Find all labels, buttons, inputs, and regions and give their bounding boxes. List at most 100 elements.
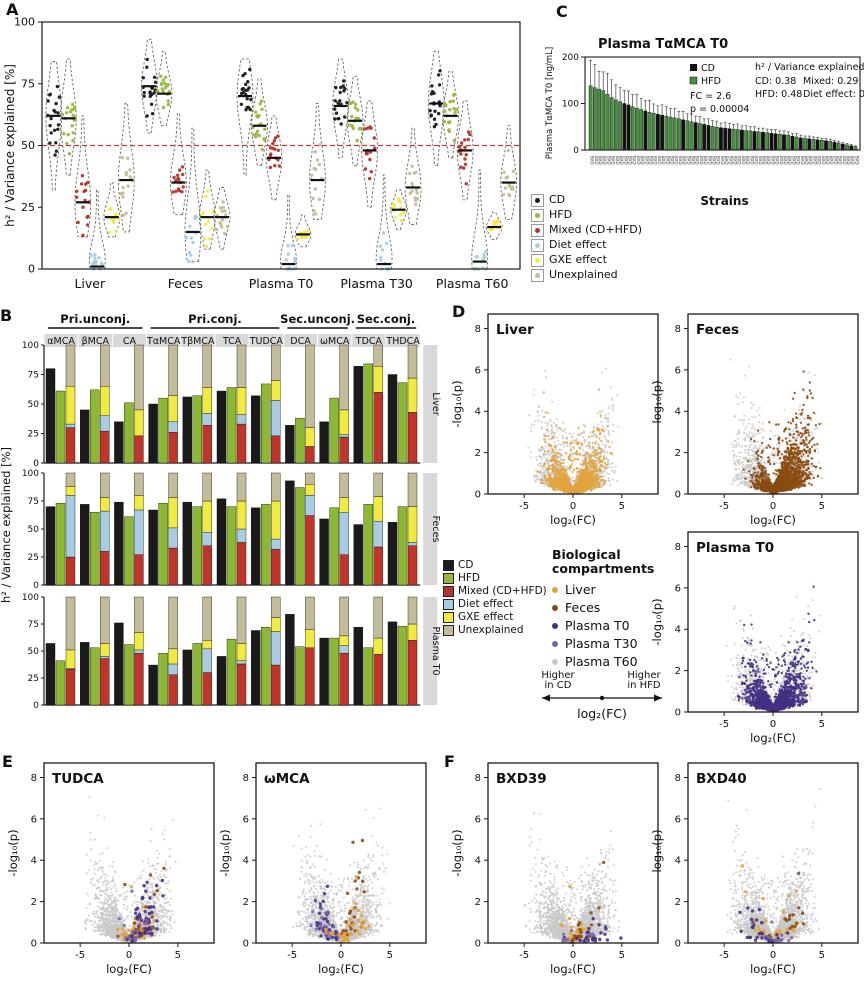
svg-text:BXD: BXD (707, 156, 712, 165)
legend-swatch-icon (443, 625, 454, 636)
panel-b-components-legend: CD HFD Mixed (CD+HFD) Diet effect GXE effect… (443, 560, 547, 638)
legend-item: CD (443, 560, 547, 571)
svg-text:BXD: BXD (657, 156, 662, 165)
legend-dot-icon (552, 658, 558, 665)
svg-text:BXD: BXD (720, 156, 725, 165)
svg-text:BXD: BXD (674, 156, 679, 165)
legend-dot-icon (535, 257, 540, 263)
panel-b-label: B (0, 306, 12, 325)
svg-text:BXD: BXD (699, 156, 704, 165)
svg-text:BXD: BXD (770, 156, 775, 165)
legend-label: HFD (549, 209, 572, 220)
legend-dot-icon (535, 212, 540, 218)
legend-item: HFD (531, 207, 642, 222)
svg-text:Strains: Strains (700, 194, 748, 208)
svg-text:25: 25 (21, 201, 35, 214)
panel-a-label: A (6, 0, 18, 19)
svg-text:BXD: BXD (606, 156, 611, 165)
svg-text:BXD: BXD (728, 156, 733, 165)
svg-text:BXD: BXD (800, 156, 805, 165)
legend-label: Unexplained (549, 269, 618, 280)
svg-text:Plasma TαMCA T0 [ng/mL]: Plasma TαMCA T0 [ng/mL] (545, 47, 555, 160)
svg-text:BXD: BXD (737, 156, 742, 165)
svg-text:Sec.conj.: Sec.conj. (357, 312, 415, 326)
svg-text:Feces: Feces (430, 516, 441, 543)
legend-label: Feces (565, 601, 600, 614)
legend-label: Plasma T60 (565, 655, 638, 668)
legend-item: Unexplained (443, 625, 547, 636)
volcano-liver: 0 2 4 6 8 -5 0 5 log₂(FC) -log₁₀(p) Liver (450, 313, 659, 527)
legend-item: GXE effect (531, 252, 642, 267)
svg-text:6: 6 (475, 365, 481, 376)
svg-text:ωMCA: ωMCA (320, 336, 350, 347)
svg-text:BXD: BXD (829, 156, 834, 165)
legend-dot-icon (552, 622, 558, 629)
svg-text:0: 0 (33, 459, 39, 469)
svg-text:100: 100 (22, 469, 39, 479)
svg-text:BXD: BXD (854, 156, 859, 165)
svg-text:75: 75 (28, 371, 39, 381)
svg-text:Liver: Liver (430, 392, 441, 415)
legend-label: Mixed (CD+HFD) (458, 586, 547, 597)
svg-text:BXD: BXD (598, 156, 603, 165)
svg-text:Sec.unconj.: Sec.unconj. (280, 312, 355, 326)
legend-item: Liver (552, 583, 670, 596)
legend-label: Diet effect (549, 239, 607, 250)
svg-text:BXD: BXD (661, 156, 666, 165)
svg-text:CA: CA (123, 336, 137, 347)
svg-text:BXD: BXD (644, 156, 649, 165)
svg-text:BXD: BXD (766, 156, 771, 165)
svg-text:25: 25 (28, 674, 39, 684)
legend-label: CD (549, 194, 565, 205)
panel-c-label: C (556, 2, 568, 21)
svg-text:BXD: BXD (812, 156, 817, 165)
svg-text:100: 100 (22, 593, 39, 603)
svg-text:BXD: BXD (602, 156, 607, 165)
svg-text:BXD: BXD (745, 156, 750, 165)
svg-text:BXD: BXD (623, 156, 628, 165)
svg-text:BXD: BXD (758, 156, 763, 165)
legend-label: Diet effect (458, 599, 513, 610)
legend-dot-icon (552, 604, 558, 611)
svg-text:8: 8 (475, 324, 481, 335)
legend-label: Liver (565, 583, 596, 596)
panel-c-strain-bar-chart: BXD BXD BXD BXD BXD BXD BXD BXD BXD BXD BXD BXD BXD B… (545, 37, 864, 208)
svg-text:Mixed: 0.29: Mixed: 0.29 (803, 76, 858, 87)
legend-item: Mixed (CD+HFD) (443, 586, 547, 597)
legend-label: Plasma T0 (565, 619, 630, 632)
legend-label: CD (458, 560, 473, 571)
svg-text:BXD: BXD (686, 156, 691, 165)
legend-item: Unexplained (531, 267, 642, 282)
svg-text:50: 50 (28, 525, 40, 535)
legend-label: Unexplained (458, 625, 524, 636)
svg-text:-log₁₀(p): -log₁₀(p) (450, 380, 464, 427)
legend-item: Plasma T0 (552, 619, 670, 632)
svg-text:BXD: BXD (691, 156, 696, 165)
svg-text:50: 50 (28, 400, 40, 410)
svg-text:TDCA: TDCA (355, 336, 383, 347)
svg-text:BXD: BXD (627, 156, 632, 165)
svg-text:BXD: BXD (808, 156, 813, 165)
legend-item: CD (531, 192, 642, 207)
svg-text:BXD: BXD (594, 156, 599, 165)
svg-text:BXD: BXD (775, 156, 780, 165)
svg-text:75: 75 (28, 620, 39, 630)
svg-text:200: 200 (562, 53, 579, 63)
svg-text:BXD: BXD (636, 156, 641, 165)
svg-text:BXD: BXD (817, 156, 822, 165)
svg-text:h² / Variance explained: h² / Variance explained (755, 62, 864, 73)
svg-text:TUDCA: TUDCA (249, 336, 284, 347)
svg-text:Plasma T0: Plasma T0 (249, 276, 314, 291)
svg-text:TβMCA: TβMCA (180, 336, 215, 347)
svg-text:BXD: BXD (653, 156, 658, 165)
svg-text:BXD: BXD (791, 156, 796, 165)
svg-text:DCA: DCA (290, 336, 311, 347)
svg-text:CD: 0.38: CD: 0.38 (755, 76, 796, 87)
legend-dot-icon (535, 197, 540, 203)
legend-label: Mixed (CD+HFD) (549, 224, 642, 235)
